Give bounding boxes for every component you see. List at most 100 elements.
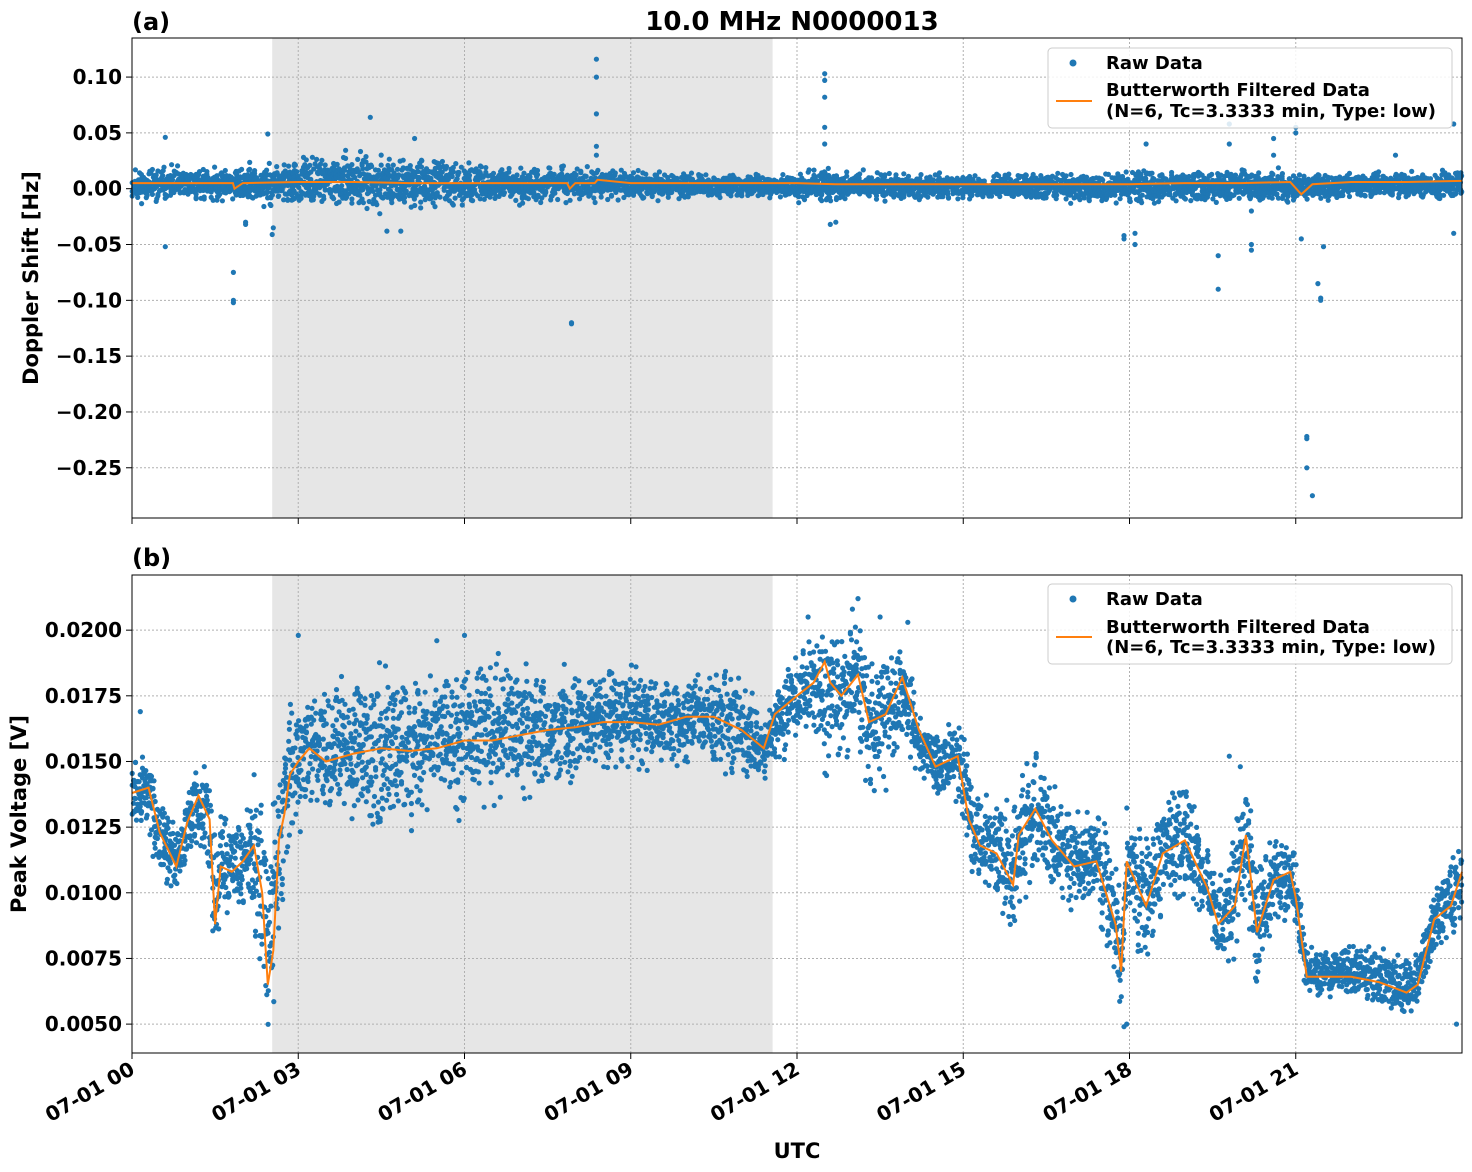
raw-point <box>955 196 961 202</box>
raw-point <box>247 166 253 172</box>
raw-point <box>309 154 315 160</box>
raw-point <box>470 198 476 204</box>
raw-point <box>149 191 155 197</box>
raw-point <box>459 202 465 208</box>
raw-point <box>319 157 325 163</box>
raw-point <box>1063 173 1069 179</box>
raw-point <box>1068 200 1074 206</box>
raw-point <box>339 183 345 189</box>
raw-point <box>481 196 487 202</box>
raw-point <box>389 200 395 206</box>
raw-point <box>239 166 245 172</box>
raw-point <box>276 193 282 199</box>
raw-point <box>777 194 784 200</box>
raw-point <box>1236 195 1242 201</box>
raw-point <box>289 192 295 198</box>
raw-point <box>630 170 637 176</box>
raw-point <box>583 173 589 179</box>
raw-point <box>349 196 355 202</box>
raw-point <box>490 170 497 176</box>
raw-point <box>144 192 150 198</box>
raw-point <box>1270 171 1276 177</box>
raw-point <box>844 169 850 175</box>
raw-point <box>1023 172 1029 178</box>
raw-point <box>643 171 649 177</box>
raw-point <box>264 188 270 195</box>
raw-point <box>268 202 274 209</box>
raw-point <box>506 165 512 172</box>
raw-point <box>349 162 355 168</box>
raw-point <box>1279 171 1285 177</box>
raw-point <box>401 195 408 201</box>
raw-point <box>1188 198 1194 204</box>
raw-point <box>1256 170 1262 176</box>
raw-point <box>322 162 328 168</box>
raw-point <box>285 197 291 203</box>
raw-point <box>357 148 364 155</box>
raw-point <box>466 178 473 184</box>
raw-point <box>1173 198 1179 204</box>
raw-point <box>1346 170 1353 176</box>
raw-point <box>281 197 287 203</box>
raw-point <box>343 155 349 161</box>
raw-point <box>366 198 372 205</box>
raw-point <box>527 174 533 180</box>
raw-point <box>1389 192 1395 198</box>
raw-point <box>456 169 462 176</box>
raw-point <box>417 175 423 181</box>
raw-point <box>1376 169 1382 175</box>
raw-point <box>217 191 223 197</box>
raw-point <box>374 202 380 208</box>
raw-point <box>453 161 459 167</box>
raw-point <box>945 194 952 200</box>
raw-point <box>997 193 1003 200</box>
raw-point <box>1269 195 1275 201</box>
raw-point <box>432 204 438 210</box>
raw-point <box>360 200 366 206</box>
raw-point <box>901 194 907 200</box>
raw-point <box>222 167 228 174</box>
raw-point <box>331 196 337 202</box>
raw-point <box>303 157 309 163</box>
raw-point <box>355 156 361 162</box>
raw-point <box>868 175 875 181</box>
raw-point <box>394 166 401 172</box>
raw-point <box>135 194 141 200</box>
raw-point <box>193 191 199 197</box>
raw-point <box>1182 196 1188 202</box>
raw-point <box>538 199 544 206</box>
raw-point <box>901 171 907 177</box>
raw-point <box>296 184 302 190</box>
raw-point <box>269 192 275 198</box>
panel-a-night-shade <box>272 38 773 518</box>
raw-point <box>551 171 557 177</box>
raw-point <box>321 196 327 202</box>
raw-point <box>153 172 159 178</box>
raw-point <box>169 162 175 168</box>
raw-point <box>1123 169 1129 175</box>
raw-point <box>307 162 313 168</box>
raw-point <box>1113 200 1119 206</box>
raw-point <box>905 173 912 179</box>
raw-point <box>311 193 317 199</box>
raw-point <box>478 164 484 170</box>
raw-point <box>796 200 802 206</box>
raw-point <box>578 168 584 174</box>
raw-point <box>391 170 397 176</box>
raw-point <box>584 164 590 170</box>
raw-point <box>311 166 317 172</box>
raw-point <box>825 165 831 171</box>
raw-point <box>418 199 424 205</box>
raw-point <box>352 174 358 181</box>
raw-point <box>364 205 370 212</box>
raw-point <box>1139 192 1145 198</box>
raw-point <box>449 173 455 180</box>
raw-point <box>656 169 663 175</box>
raw-point <box>360 186 366 193</box>
raw-point <box>418 205 424 211</box>
raw-point <box>1117 196 1123 202</box>
raw-point <box>378 162 384 168</box>
raw-point <box>1325 197 1331 203</box>
raw-point <box>261 203 267 210</box>
raw-point <box>525 196 532 202</box>
